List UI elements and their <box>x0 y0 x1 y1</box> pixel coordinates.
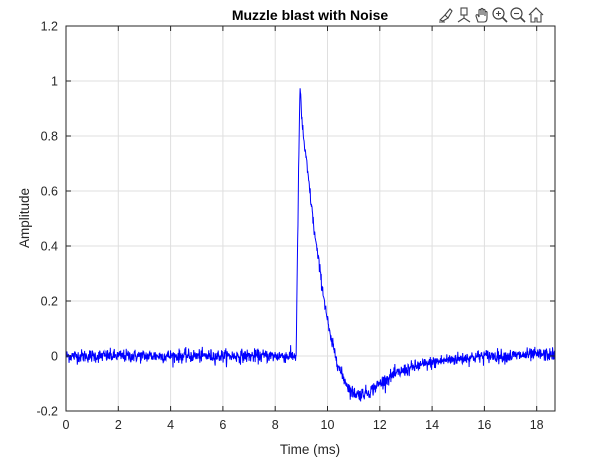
signal-line <box>65 88 556 402</box>
axes-toolbar <box>437 5 545 27</box>
y-axis-label: Amplitude <box>17 188 32 248</box>
axes-area[interactable] <box>66 26 555 411</box>
x-tick-label: 4 <box>167 418 174 432</box>
x-tick-label: 8 <box>272 418 279 432</box>
y-tick-label: 1 <box>51 75 58 89</box>
plot-area <box>65 88 556 402</box>
y-tick-label: 0.2 <box>41 295 58 309</box>
x-axis-label: Time (ms) <box>280 442 340 457</box>
ticks: 0 2 4 6 8 10 12 14 16 18 -0.2 0 0.2 0.4 0.6 0.8 1 1.2 <box>36 20 555 432</box>
datatip-icon[interactable] <box>455 5 473 25</box>
y-tick-label: 1.2 <box>41 20 58 34</box>
home-restore-view-icon[interactable] <box>527 5 545 25</box>
y-tick-label: 0.4 <box>41 240 58 254</box>
brush-data-icon[interactable] <box>437 5 455 25</box>
x-tick-label: 12 <box>373 418 387 432</box>
axes-frame <box>65 25 556 412</box>
x-tick-label: 14 <box>425 418 439 432</box>
y-tick-label: 0.8 <box>41 130 58 144</box>
y-tick-label: 0 <box>51 350 58 364</box>
zoom-out-icon[interactable] <box>509 5 527 25</box>
zoom-in-icon[interactable] <box>491 5 509 25</box>
x-tick-label: 6 <box>219 418 226 432</box>
y-tick-label: -0.2 <box>36 405 58 419</box>
x-tick-label: 0 <box>63 418 70 432</box>
x-tick-label: 18 <box>530 418 544 432</box>
x-tick-label: 16 <box>477 418 491 432</box>
x-tick-label: 2 <box>115 418 122 432</box>
y-tick-label: 0.6 <box>41 185 58 199</box>
chart-title: Muzzle blast with Noise <box>232 7 389 23</box>
x-tick-label: 10 <box>321 418 335 432</box>
pan-hand-icon[interactable] <box>473 5 491 25</box>
